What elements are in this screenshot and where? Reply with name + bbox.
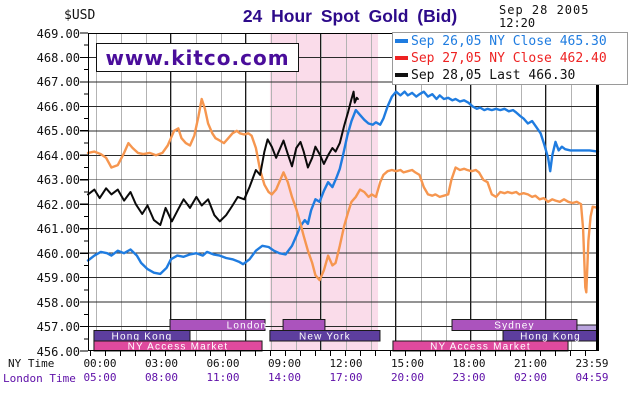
session-bar: [169, 319, 266, 331]
session-bar: [282, 319, 326, 331]
x-axis-label-ny: 23:59: [575, 357, 609, 370]
legend-text: Sep 26,05 NY Close 465.30: [411, 34, 607, 49]
x-axis-label-ny: 09:00: [267, 357, 302, 370]
legend-text: Sep 27,05 NY Close 462.40: [411, 51, 607, 66]
y-axis-label: 461.00: [36, 222, 80, 237]
session-bar-label: NY Access Market: [128, 342, 229, 353]
series-line-2: [87, 90, 359, 226]
y-axis-label: 456.00: [36, 344, 80, 359]
x-axis-label-ny: 06:00: [206, 357, 240, 370]
x-axis-label-london: 17:00: [329, 371, 363, 384]
x-axis-label-ny: 00:00: [83, 357, 117, 370]
session-bar-label: Hong Kong: [112, 331, 173, 342]
legend-marker-icon: [395, 72, 408, 77]
x-axis-label-ny: 21:00: [513, 357, 548, 370]
legend-item: Sep 28,05 Last 466.30: [395, 68, 627, 84]
kitco-watermark: www.kitco.com: [96, 43, 299, 72]
legend-marker-icon: [395, 38, 408, 43]
y-axis-label: 465.00: [36, 124, 80, 139]
london-time-row-label: London Time: [3, 372, 76, 385]
date-stamp: Sep 28 2005: [499, 3, 590, 17]
y-axis-label: 467.00: [36, 75, 80, 90]
series-line-0: [86, 90, 600, 276]
y-axis-label: 466.00: [36, 99, 80, 114]
session-bar-label: New York: [299, 331, 351, 342]
x-axis-label-ny: 18:00: [452, 357, 486, 370]
session-bar-label: Hong Kong: [520, 331, 581, 342]
x-axis-label-london: 05:00: [83, 371, 117, 384]
y-axis-label: 458.00: [36, 295, 80, 310]
session-bar: [576, 324, 599, 331]
legend-item: Sep 26,05 NY Close 465.30: [395, 34, 627, 50]
time-stamp: 12:20: [499, 16, 536, 30]
x-axis-label-ny: 12:00: [329, 357, 363, 370]
x-axis-label-london: 02:00: [513, 371, 548, 384]
y-axis-label: 460.00: [36, 246, 80, 261]
y-axis-label: 462.00: [36, 197, 80, 212]
x-axis-label-london: 04:59: [575, 371, 609, 384]
x-axis-label-london: 20:00: [390, 371, 425, 384]
session-bar: [269, 330, 381, 342]
x-axis-label-ny: 15:00: [390, 357, 425, 370]
session-bar-label: NY Access Market: [430, 342, 531, 353]
y-axis-label: 469.00: [36, 26, 80, 41]
y-axis-label: 459.00: [36, 271, 80, 286]
legend-marker-icon: [395, 55, 408, 60]
x-axis-label-london: 14:00: [267, 371, 302, 384]
legend: Sep 26,05 NY Close 465.30 Sep 27,05 NY Cl…: [392, 32, 628, 85]
y-axis-label: 464.00: [36, 148, 80, 163]
legend-item: Sep 27,05 NY Close 462.40: [395, 51, 627, 67]
x-axis-label-london: 23:00: [452, 371, 486, 384]
currency-label: $USD: [64, 8, 96, 23]
session-bar-label: London: [227, 321, 268, 332]
x-axis-label-ny: 03:00: [144, 357, 179, 370]
y-axis-label: 457.00: [36, 320, 80, 335]
y-axis-label: 463.00: [36, 173, 80, 188]
x-axis-label-london: 11:00: [206, 371, 240, 384]
ny-time-row-label: NY Time: [8, 357, 55, 370]
y-axis-label: 468.00: [36, 50, 80, 65]
page-title: 24 Hour Spot Gold (Bid): [242, 6, 458, 26]
series-line-1: [86, 97, 600, 294]
x-axis-label-london: 08:00: [144, 371, 179, 384]
session-bar-label: Sydney: [494, 321, 535, 332]
legend-text: Sep 28,05 Last 466.30: [411, 68, 576, 83]
